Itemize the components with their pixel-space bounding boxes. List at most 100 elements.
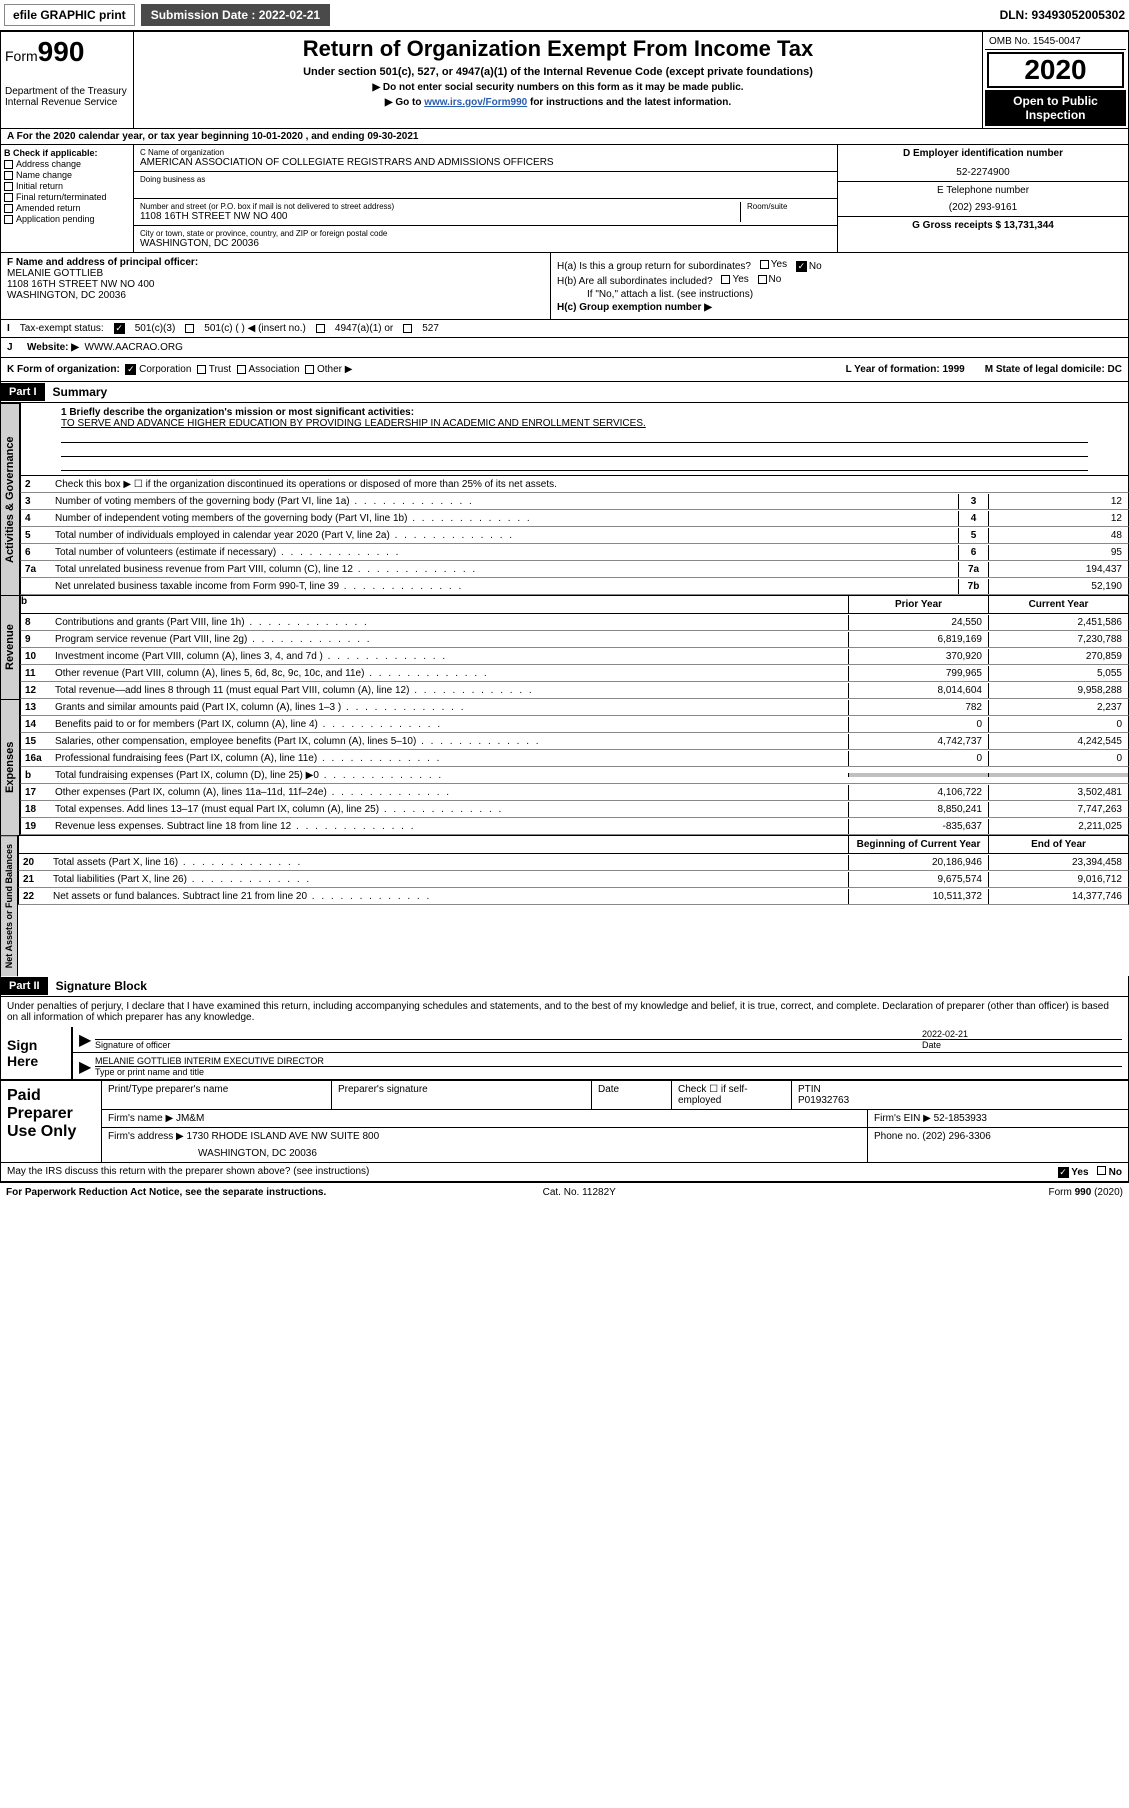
part1-title: Summary	[45, 382, 116, 402]
governance-block: Activities & Governance 1 Briefly descri…	[0, 403, 1129, 595]
chk-4947[interactable]	[316, 324, 325, 333]
vlabel-revenue: Revenue	[0, 595, 20, 699]
year-block: OMB No. 1545-0047 2020 Open to PublicIns…	[983, 32, 1128, 128]
table-row: 12Total revenue—add lines 8 through 11 (…	[20, 682, 1129, 699]
net-header: Beginning of Current Year End of Year	[18, 835, 1129, 854]
expenses-block: Expenses 13Grants and similar amounts pa…	[0, 699, 1129, 835]
room-label: Room/suite	[747, 202, 831, 211]
table-row: 18Total expenses. Add lines 13–17 (must …	[20, 801, 1129, 818]
table-row: 22Net assets or fund balances. Subtract …	[18, 888, 1129, 905]
omb-number: OMB No. 1545-0047	[985, 34, 1126, 50]
row-a-period: A For the 2020 calendar year, or tax yea…	[0, 129, 1129, 145]
self-employed-check: Check ☐ if self-employed	[672, 1081, 792, 1109]
chk-other[interactable]	[305, 365, 314, 374]
i-label: I	[7, 323, 10, 334]
section-h: H(a) Is this a group return for subordin…	[551, 253, 1128, 319]
tax-year: 2020	[987, 52, 1124, 88]
chk-527[interactable]	[403, 324, 412, 333]
ein-value: 52-2274900	[844, 167, 1122, 178]
arrow-icon: ▶	[79, 1057, 95, 1077]
firm-name: JM&M	[176, 1113, 204, 1124]
revenue-header: b Prior Year Current Year	[20, 595, 1129, 614]
table-row: Net unrelated business taxable income fr…	[20, 578, 1129, 595]
hb-yes[interactable]	[721, 275, 730, 284]
part2-title: Signature Block	[48, 976, 155, 996]
paid-preparer-block: Paid Preparer Use Only Print/Type prepar…	[0, 1080, 1129, 1163]
org-name-label: C Name of organization	[140, 148, 831, 157]
hb-note: If "No," attach a list. (see instruction…	[557, 289, 1122, 300]
signature-block: Under penalties of perjury, I declare th…	[0, 997, 1129, 1080]
row-j-website: J Website: ▶ WWW.AACRAO.ORG	[0, 338, 1129, 358]
section-b-header: B Check if applicable:	[4, 148, 130, 158]
form-title-block: Return of Organization Exempt From Incom…	[134, 32, 983, 128]
chk-501c3-checked[interactable]: ✓	[114, 323, 125, 334]
chk-assoc[interactable]	[237, 365, 246, 374]
chk-address-change[interactable]	[4, 160, 13, 169]
chk-corp-checked[interactable]: ✓	[125, 364, 136, 375]
chk-amended[interactable]	[4, 204, 13, 213]
form-header: Form990 Department of the Treasury Inter…	[0, 31, 1129, 129]
addr-value: 1108 16TH STREET NW NO 400	[140, 211, 740, 222]
sig-officer-label: Signature of officer	[95, 1039, 922, 1050]
section-b: B Check if applicable: Address change Na…	[1, 145, 134, 252]
table-row: 6Total number of volunteers (estimate if…	[20, 544, 1129, 561]
addr-label: Number and street (or P.O. box if mail i…	[140, 202, 740, 211]
dba-label: Doing business as	[140, 175, 831, 184]
preparer-sig-label: Preparer's signature	[332, 1081, 592, 1109]
line-2: Check this box ▶ ☐ if the organization d…	[51, 477, 1128, 492]
hc-label: H(c) Group exemption number ▶	[557, 302, 1122, 313]
section-fh: F Name and address of principal officer:…	[0, 253, 1129, 320]
table-row: 15Salaries, other compensation, employee…	[20, 733, 1129, 750]
table-row: 10Investment income (Part VIII, column (…	[20, 648, 1129, 665]
table-row: 8Contributions and grants (Part VIII, li…	[20, 614, 1129, 631]
section-bcd: B Check if applicable: Address change Na…	[0, 145, 1129, 253]
table-row: bTotal fundraising expenses (Part IX, co…	[20, 767, 1129, 784]
form-number: 990	[38, 36, 85, 67]
arrow-icon: ▶	[79, 1030, 95, 1050]
printed-name-label: Type or print name and title	[95, 1066, 1122, 1077]
tax-exempt-row: I Tax-exempt status: ✓501(c)(3) 501(c) (…	[0, 320, 1129, 338]
officer-name: MELANIE GOTTLIEB	[7, 268, 544, 279]
dept-label: Department of the Treasury Internal Reve…	[5, 86, 129, 108]
submission-date-button[interactable]: Submission Date : 2022-02-21	[141, 4, 330, 26]
discuss-no[interactable]	[1097, 1166, 1106, 1175]
discuss-yes-checked[interactable]: ✓	[1058, 1167, 1069, 1178]
hb-no[interactable]	[758, 275, 767, 284]
firm-phone: (202) 296-3306	[922, 1131, 990, 1142]
ha-no-checked[interactable]: ✓	[796, 261, 807, 272]
part2-header-row: Part II Signature Block	[0, 976, 1129, 997]
ptin-value: P01932763	[798, 1095, 1122, 1106]
chk-final-return[interactable]	[4, 193, 13, 202]
efile-button[interactable]: efile GRAPHIC print	[4, 4, 135, 26]
section-d: D Employer identification number 52-2274…	[838, 145, 1128, 252]
officer-addr2: WASHINGTON, DC 20036	[7, 290, 544, 301]
table-row: 21Total liabilities (Part X, line 26)9,6…	[18, 871, 1129, 888]
state-domicile: M State of legal domicile: DC	[985, 364, 1122, 375]
officer-printed-name: MELANIE GOTTLIEB INTERIM EXECUTIVE DIREC…	[95, 1056, 1122, 1066]
table-row: 13Grants and similar amounts paid (Part …	[20, 699, 1129, 716]
tel-label: E Telephone number	[844, 185, 1122, 196]
preparer-date-label: Date	[592, 1081, 672, 1109]
firm-addr2: WASHINGTON, DC 20036	[108, 1148, 861, 1159]
dln-label: DLN: 93493052005302	[1000, 8, 1125, 22]
mission-section: 1 Briefly describe the organization's mi…	[20, 403, 1129, 476]
ha-yes[interactable]	[760, 260, 769, 269]
irs-link[interactable]: www.irs.gov/Form990	[424, 97, 527, 108]
sig-date: 2022-02-21	[922, 1029, 1122, 1039]
footer-cat: Cat. No. 11282Y	[543, 1187, 616, 1198]
mission-text: TO SERVE AND ADVANCE HIGHER EDUCATION BY…	[61, 418, 1088, 429]
chk-name-change[interactable]	[4, 171, 13, 180]
tel-value: (202) 293-9161	[844, 202, 1122, 213]
chk-trust[interactable]	[197, 365, 206, 374]
table-row: 11Other revenue (Part VIII, column (A), …	[20, 665, 1129, 682]
table-row: 4Number of independent voting members of…	[20, 510, 1129, 527]
netassets-block: Net Assets or Fund Balances Beginning of…	[0, 835, 1129, 976]
preparer-name-label: Print/Type preparer's name	[102, 1081, 332, 1109]
vlabel-expenses: Expenses	[0, 699, 20, 835]
chk-501c[interactable]	[185, 324, 194, 333]
footer-right: Form 990 (2020)	[1049, 1187, 1123, 1198]
chk-app-pending[interactable]	[4, 215, 13, 224]
chk-initial-return[interactable]	[4, 182, 13, 191]
sign-here-label: Sign Here	[1, 1027, 71, 1079]
table-row: 5Total number of individuals employed in…	[20, 527, 1129, 544]
